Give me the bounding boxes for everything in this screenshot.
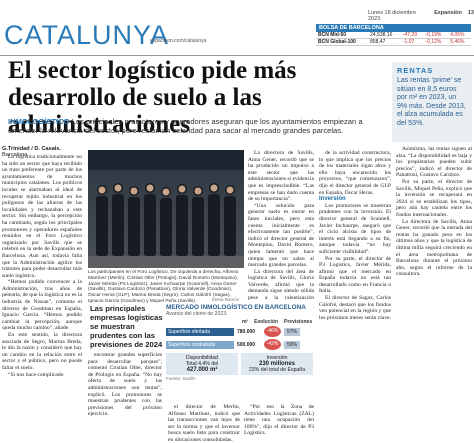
investment-detail: 23% del total de España <box>248 367 306 373</box>
row-value: 500.000 <box>237 341 256 348</box>
pullquote: Las principales empresas logísticas se m… <box>90 304 163 349</box>
date: Lunes 18 diciembre 2023 <box>368 10 417 22</box>
availability-label: Disponibilidad <box>185 355 219 361</box>
sidebar-text: Las rentas ‘prime’ se sitúan en 8,5 euro… <box>397 77 466 127</box>
availability-box: Disponibilidad Total 4,4% del 427.000 m² <box>166 353 238 375</box>
infographic-body: m² Evolución Previsiones Superficie ofertad… <box>166 319 314 381</box>
availability-value: 427.000 m² <box>186 367 218 373</box>
investment-box: Inversión 230 millones 23% del total de Es… <box>241 353 313 375</box>
photo-credit: Elena Ramón <box>212 297 240 302</box>
stock-cell: 5,46% <box>450 39 465 45</box>
infographic-row: Superficie contratada 500.000 -42% 50% <box>166 339 314 350</box>
paragraph: “Por eso la Zona de Actividades Logístic… <box>244 404 314 437</box>
section-url: expansion.com/catalunya <box>150 38 207 44</box>
stock-cell: BCN Mid-50 <box>318 32 347 38</box>
stock-cell: 4,05% <box>450 32 465 38</box>
investment-value: 230 millones <box>258 361 296 367</box>
row-forecast: 50% <box>284 340 301 349</box>
byline-author: G.Trinidad / D. Casals. <box>2 146 62 152</box>
stock-row: BCN Global-100 858,47 -1,07 -0,12% 5,46% <box>316 39 471 46</box>
stock-cell: -1,07 <box>402 39 415 45</box>
paragraph: “Hemos podido convencer a la Administrac… <box>2 279 82 332</box>
stock-title: BOLSA DE BARCELONA <box>316 24 471 32</box>
row-label: Superficie ofertada <box>166 327 234 336</box>
column: “Por eso la Zona de Actividades Logístic… <box>244 404 314 443</box>
paragraph: La logística tradicionalmente no ha sido… <box>2 154 82 279</box>
paragraph: “Una solución para generar suelo es entr… <box>248 202 314 269</box>
infographic-subtitle: Avance del cierre de 2023. <box>166 311 228 317</box>
byline: G.Trinidad / D. Casals. Barcelona <box>2 146 84 158</box>
standfirst-text: Los principales promotores y operadores … <box>8 117 363 136</box>
infographic-boxes: Disponibilidad Total 4,4% del 427.000 m² In… <box>166 353 314 375</box>
photo <box>88 150 244 268</box>
subheading: Inversión <box>319 196 346 203</box>
column-header: Previsiones <box>284 319 313 325</box>
stock-row: BCN Mid-50 24.538,16 -47,29 -0,19% 4,05% <box>316 32 471 39</box>
column: de la actividad constructora, lo que imp… <box>319 150 391 443</box>
row-label: Superficie contratada <box>166 340 234 349</box>
paragraph: La directora del área de logística de Sa… <box>248 268 314 300</box>
column-header: m² <box>242 319 249 325</box>
row-change: -46% <box>264 326 281 337</box>
stock-cell: -0,19% <box>425 32 442 38</box>
sidebar: RENTAS Las rentas ‘prime’ se sitúan en 8… <box>392 62 472 142</box>
column: La logística tradicionalmente no ha sido… <box>2 154 82 443</box>
column: La directora de Savills, Anna Gener, rec… <box>248 150 314 300</box>
folio: Lunes 18 diciembre 2023 Expansión 13 <box>368 10 474 22</box>
stock-cell: -0,12% <box>425 39 442 45</box>
column: Asimismo, las rentas siguen al alza. “La… <box>396 146 472 443</box>
infographic: MERCADO INMOLOGÍSTICO EN BARCELONA Avanc… <box>166 304 314 402</box>
kicker: INMOLOGÍSTICO <box>8 117 70 126</box>
paragraph: Asimismo, las rentas siguen al alza. “La… <box>396 146 472 179</box>
infographic-title: MERCADO INMOLOGÍSTICO EN BARCELONA <box>166 304 306 311</box>
caption: Los participantes en el Foro Logístico. … <box>88 270 239 304</box>
paragraph: Los promotores se muestran prudentes con… <box>319 202 391 255</box>
column: encontrar grandes superficies para desar… <box>88 352 162 443</box>
paragraph: Por su parte, el director de Savills, Mi… <box>396 178 472 218</box>
source: Fuente: Savills <box>166 376 196 381</box>
paragraph: En este sentido, la directora asociada d… <box>2 332 82 371</box>
paragraph: El director de Sagax, Carlos Gálofré, de… <box>319 295 391 321</box>
paragraph: La directora de Savills, Anna Gener, rec… <box>396 218 472 278</box>
infographic-row: Superficie ofertada 780.000 -46% 57% <box>166 326 314 337</box>
stock-box: BOLSA DE BARCELONA BCN Mid-50 24.538,16 -4… <box>316 24 471 46</box>
paragraph: encontrar grandes superficies para desar… <box>88 352 162 418</box>
paper: Expansión <box>434 10 462 16</box>
availability-detail: Total 4,4% del <box>185 361 219 367</box>
row-change: -42% <box>264 339 281 350</box>
rule <box>0 55 474 56</box>
investment-label: Inversión <box>266 355 288 361</box>
column: el director de Merlin, Alfonso Martínez,… <box>168 404 240 443</box>
paragraph: “Si nos hace complicado <box>8 371 64 378</box>
row-value: 780.000 <box>237 328 256 335</box>
paragraph: Por su parte, el director de P3 Logistic… <box>319 255 391 295</box>
section-title: CATALUNYA <box>4 20 170 50</box>
headline: El sector logístico pide más desarrollo … <box>8 57 297 138</box>
stock-cell: 24.538,16 <box>370 32 393 38</box>
paragraph: La directora de Savills, Anna Gener, rec… <box>248 150 314 203</box>
stock-cell: -47,29 <box>402 32 418 38</box>
paragraph: de la actividad constructora, lo que imp… <box>319 150 391 196</box>
page-number: 13 <box>467 10 474 16</box>
infographic-header: m² Evolución Previsiones <box>242 319 314 325</box>
standfirst: INMOLOGÍSTICO Los principales promotores… <box>8 117 388 136</box>
row-forecast: 57% <box>284 327 301 336</box>
sidebar-title: RENTAS <box>397 66 434 75</box>
column-header: Evolución <box>254 319 279 325</box>
stock-cell: BCN Global-100 <box>318 39 356 45</box>
byline-place: Barcelona <box>2 152 28 158</box>
paragraph: el director de Merlin, Alfonso Martínez,… <box>168 404 240 443</box>
stock-table: BCN Mid-50 24.538,16 -47,29 -0,19% 4,05% BCN … <box>316 32 471 46</box>
stock-cell: 858,47 <box>370 39 386 45</box>
